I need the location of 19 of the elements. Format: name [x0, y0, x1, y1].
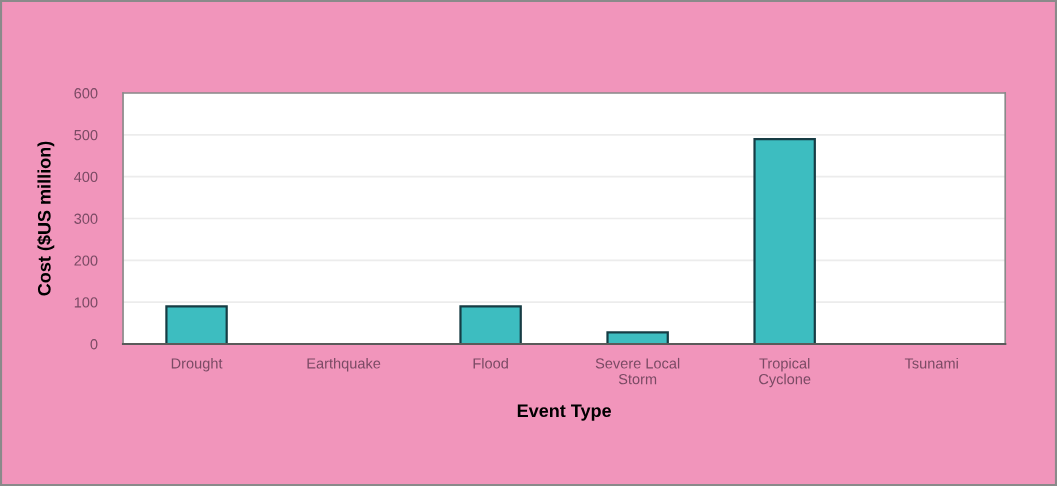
y-tick-label: 400 [74, 171, 98, 183]
y-tick-label: 0 [90, 339, 98, 350]
bar [753, 137, 816, 344]
y-tick-label: 200 [74, 255, 98, 266]
x-tick-label: Tsunami [904, 357, 958, 369]
bar [459, 305, 522, 344]
y-axis-title: Cost ($US million) [37, 141, 55, 296]
y-tick-label: 300 [74, 213, 98, 224]
x-tick-label: Tropical Cyclone [759, 357, 811, 388]
y-tick-label: 500 [74, 129, 98, 141]
bar [165, 305, 228, 344]
x-tick-label: Flood [473, 357, 508, 369]
y-tick-label: 600 [74, 88, 98, 99]
x-tick-label: Earthquake [307, 357, 381, 372]
x-axis-title: Event Type [517, 404, 612, 421]
y-tick-label: 100 [74, 297, 98, 308]
x-tick-label: Severe Local Storm [595, 357, 680, 385]
x-tick-label: Drought [171, 357, 223, 372]
bar [606, 331, 669, 344]
